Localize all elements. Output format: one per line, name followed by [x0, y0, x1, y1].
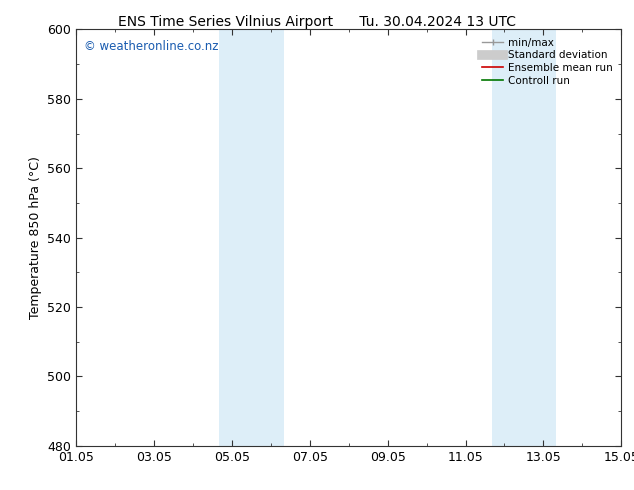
Text: ENS Time Series Vilnius Airport      Tu. 30.04.2024 13 UTC: ENS Time Series Vilnius Airport Tu. 30.0… [118, 15, 516, 29]
Bar [491, 29, 556, 446]
Text: © weatheronline.co.nz: © weatheronline.co.nz [84, 40, 219, 53]
Bar [219, 29, 283, 446]
Y-axis label: Temperature 850 hPa (°C): Temperature 850 hPa (°C) [29, 156, 42, 319]
Legend: min/max, Standard deviation, Ensemble mean run, Controll run: min/max, Standard deviation, Ensemble me… [479, 35, 616, 89]
